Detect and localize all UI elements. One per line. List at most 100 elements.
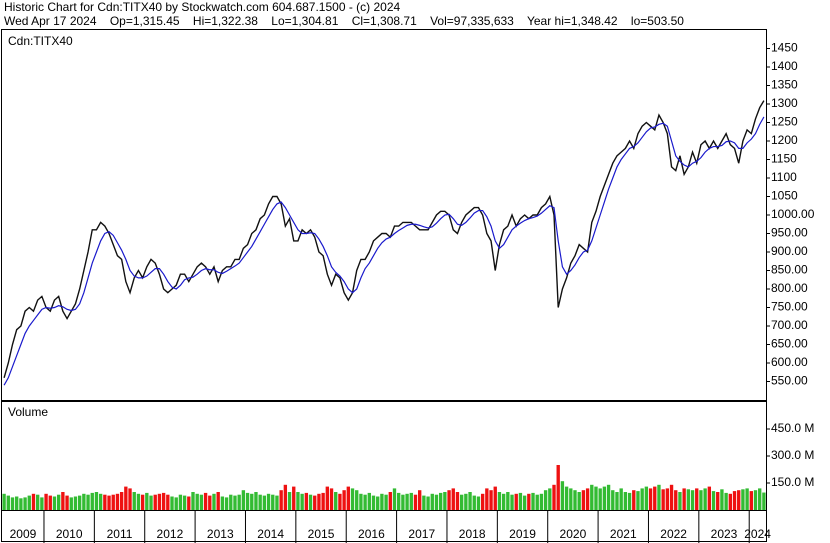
volume-bar: [36, 494, 40, 510]
volume-bar: [241, 490, 246, 510]
volume-bar: [716, 492, 720, 510]
volume-bar: [300, 493, 304, 510]
volume-bar: [644, 486, 649, 510]
volume-bar: [61, 492, 65, 510]
volume-bar: [250, 493, 254, 510]
volume-bar: [342, 490, 346, 510]
volume-bar: [653, 486, 657, 510]
volume-bar: [732, 491, 737, 510]
volume-bar: [119, 492, 124, 510]
volume-bar: [665, 488, 670, 510]
volume-bar: [627, 492, 632, 510]
volume-bar: [552, 484, 556, 510]
volume-bar: [371, 495, 376, 510]
y-tick-label: 1000.00: [771, 207, 815, 221]
y-tick-label: 850.00: [771, 263, 808, 277]
volume-bar: [455, 492, 460, 510]
y-tick-label: 1100: [771, 170, 797, 184]
volume-bar: [623, 492, 628, 510]
volume-bar: [434, 494, 439, 510]
volume-bar: [355, 490, 359, 510]
volume-bar: [321, 492, 325, 510]
y-tick-label: 1200: [771, 133, 798, 147]
volume-bar: [443, 492, 447, 510]
volume-bar: [447, 490, 451, 510]
volume-bar: [145, 492, 149, 510]
volume-bar: [296, 492, 300, 510]
x-tick-label: 2019: [509, 527, 536, 541]
volume-bar: [581, 490, 586, 510]
volume-bar: [762, 492, 766, 510]
volume-bar: [153, 494, 157, 510]
volume-bar: [632, 490, 636, 510]
volume-bar: [245, 492, 250, 510]
volume-bar: [317, 493, 321, 510]
volume-bar: [422, 495, 426, 510]
volume-bar: [94, 492, 99, 510]
volume-bar: [703, 488, 707, 510]
volume-bar: [531, 492, 535, 510]
y-tick-label: 800.00: [771, 281, 808, 295]
volume-bar: [661, 489, 665, 510]
volume-bar: [107, 495, 111, 510]
volume-bar: [476, 496, 481, 510]
volume-bar: [111, 494, 115, 510]
x-tick-label: 2011: [107, 527, 133, 541]
volume-bar: [611, 490, 615, 510]
volume-bar: [598, 488, 602, 510]
y-tick-label: 750.00: [771, 300, 808, 314]
volume-bar: [279, 490, 283, 510]
volume-bar: [136, 493, 141, 510]
y-tick-label: 1350: [771, 78, 798, 92]
volume-bar: [166, 494, 170, 510]
x-tick-label: 2020: [560, 527, 587, 541]
x-tick-label: 2023: [711, 527, 738, 541]
volume-bar: [90, 492, 94, 510]
volume-bar: [758, 488, 762, 510]
volume-panel-title: Volume: [8, 405, 48, 419]
x-tick-label: 2010: [56, 527, 83, 541]
volume-bar: [203, 492, 208, 510]
volume-bar: [682, 488, 686, 510]
y-tick-label: 550.00: [771, 374, 808, 388]
volume-bar: [711, 491, 716, 510]
volume-bar: [397, 492, 401, 510]
x-tick-label: 2015: [308, 527, 335, 541]
volume-bar: [292, 486, 296, 510]
volume-bar: [140, 494, 145, 510]
volume-bar: [187, 496, 191, 510]
volume-bar: [384, 494, 388, 510]
volume-bar: [325, 486, 330, 510]
volume-bar: [459, 494, 464, 510]
x-tick-label: 2014: [257, 527, 284, 541]
volume-bar: [590, 484, 594, 510]
volume-bar: [636, 491, 640, 510]
volume-bar: [418, 490, 422, 510]
y-tick-label: 300.0 M: [771, 448, 814, 462]
volume-bar: [573, 490, 577, 510]
volume-bar: [212, 493, 216, 510]
volume-bar: [728, 493, 732, 510]
volume-bar: [564, 486, 569, 510]
volume-bar: [388, 492, 392, 510]
x-tick-label: 2012: [157, 527, 184, 541]
volume-bar: [224, 497, 229, 510]
volume-bar: [308, 494, 313, 510]
volume-bar: [380, 493, 384, 510]
volume-bar: [585, 488, 590, 510]
volume-bar: [199, 494, 204, 510]
x-tick-label: 2016: [358, 527, 385, 541]
volume-bar: [346, 486, 350, 510]
volume-bar: [233, 495, 237, 510]
volume-bar: [115, 493, 120, 510]
volume-bar: [548, 488, 552, 510]
volume-bar: [367, 492, 371, 510]
volume-bar: [480, 493, 485, 510]
price-line: [3, 100, 765, 378]
volume-bar: [304, 492, 309, 510]
y-tick-label: 1450: [771, 41, 798, 55]
volume-bar: [313, 495, 317, 510]
volume-bar: [699, 490, 703, 510]
volume-bar: [451, 488, 455, 510]
volume-bar: [6, 495, 10, 510]
